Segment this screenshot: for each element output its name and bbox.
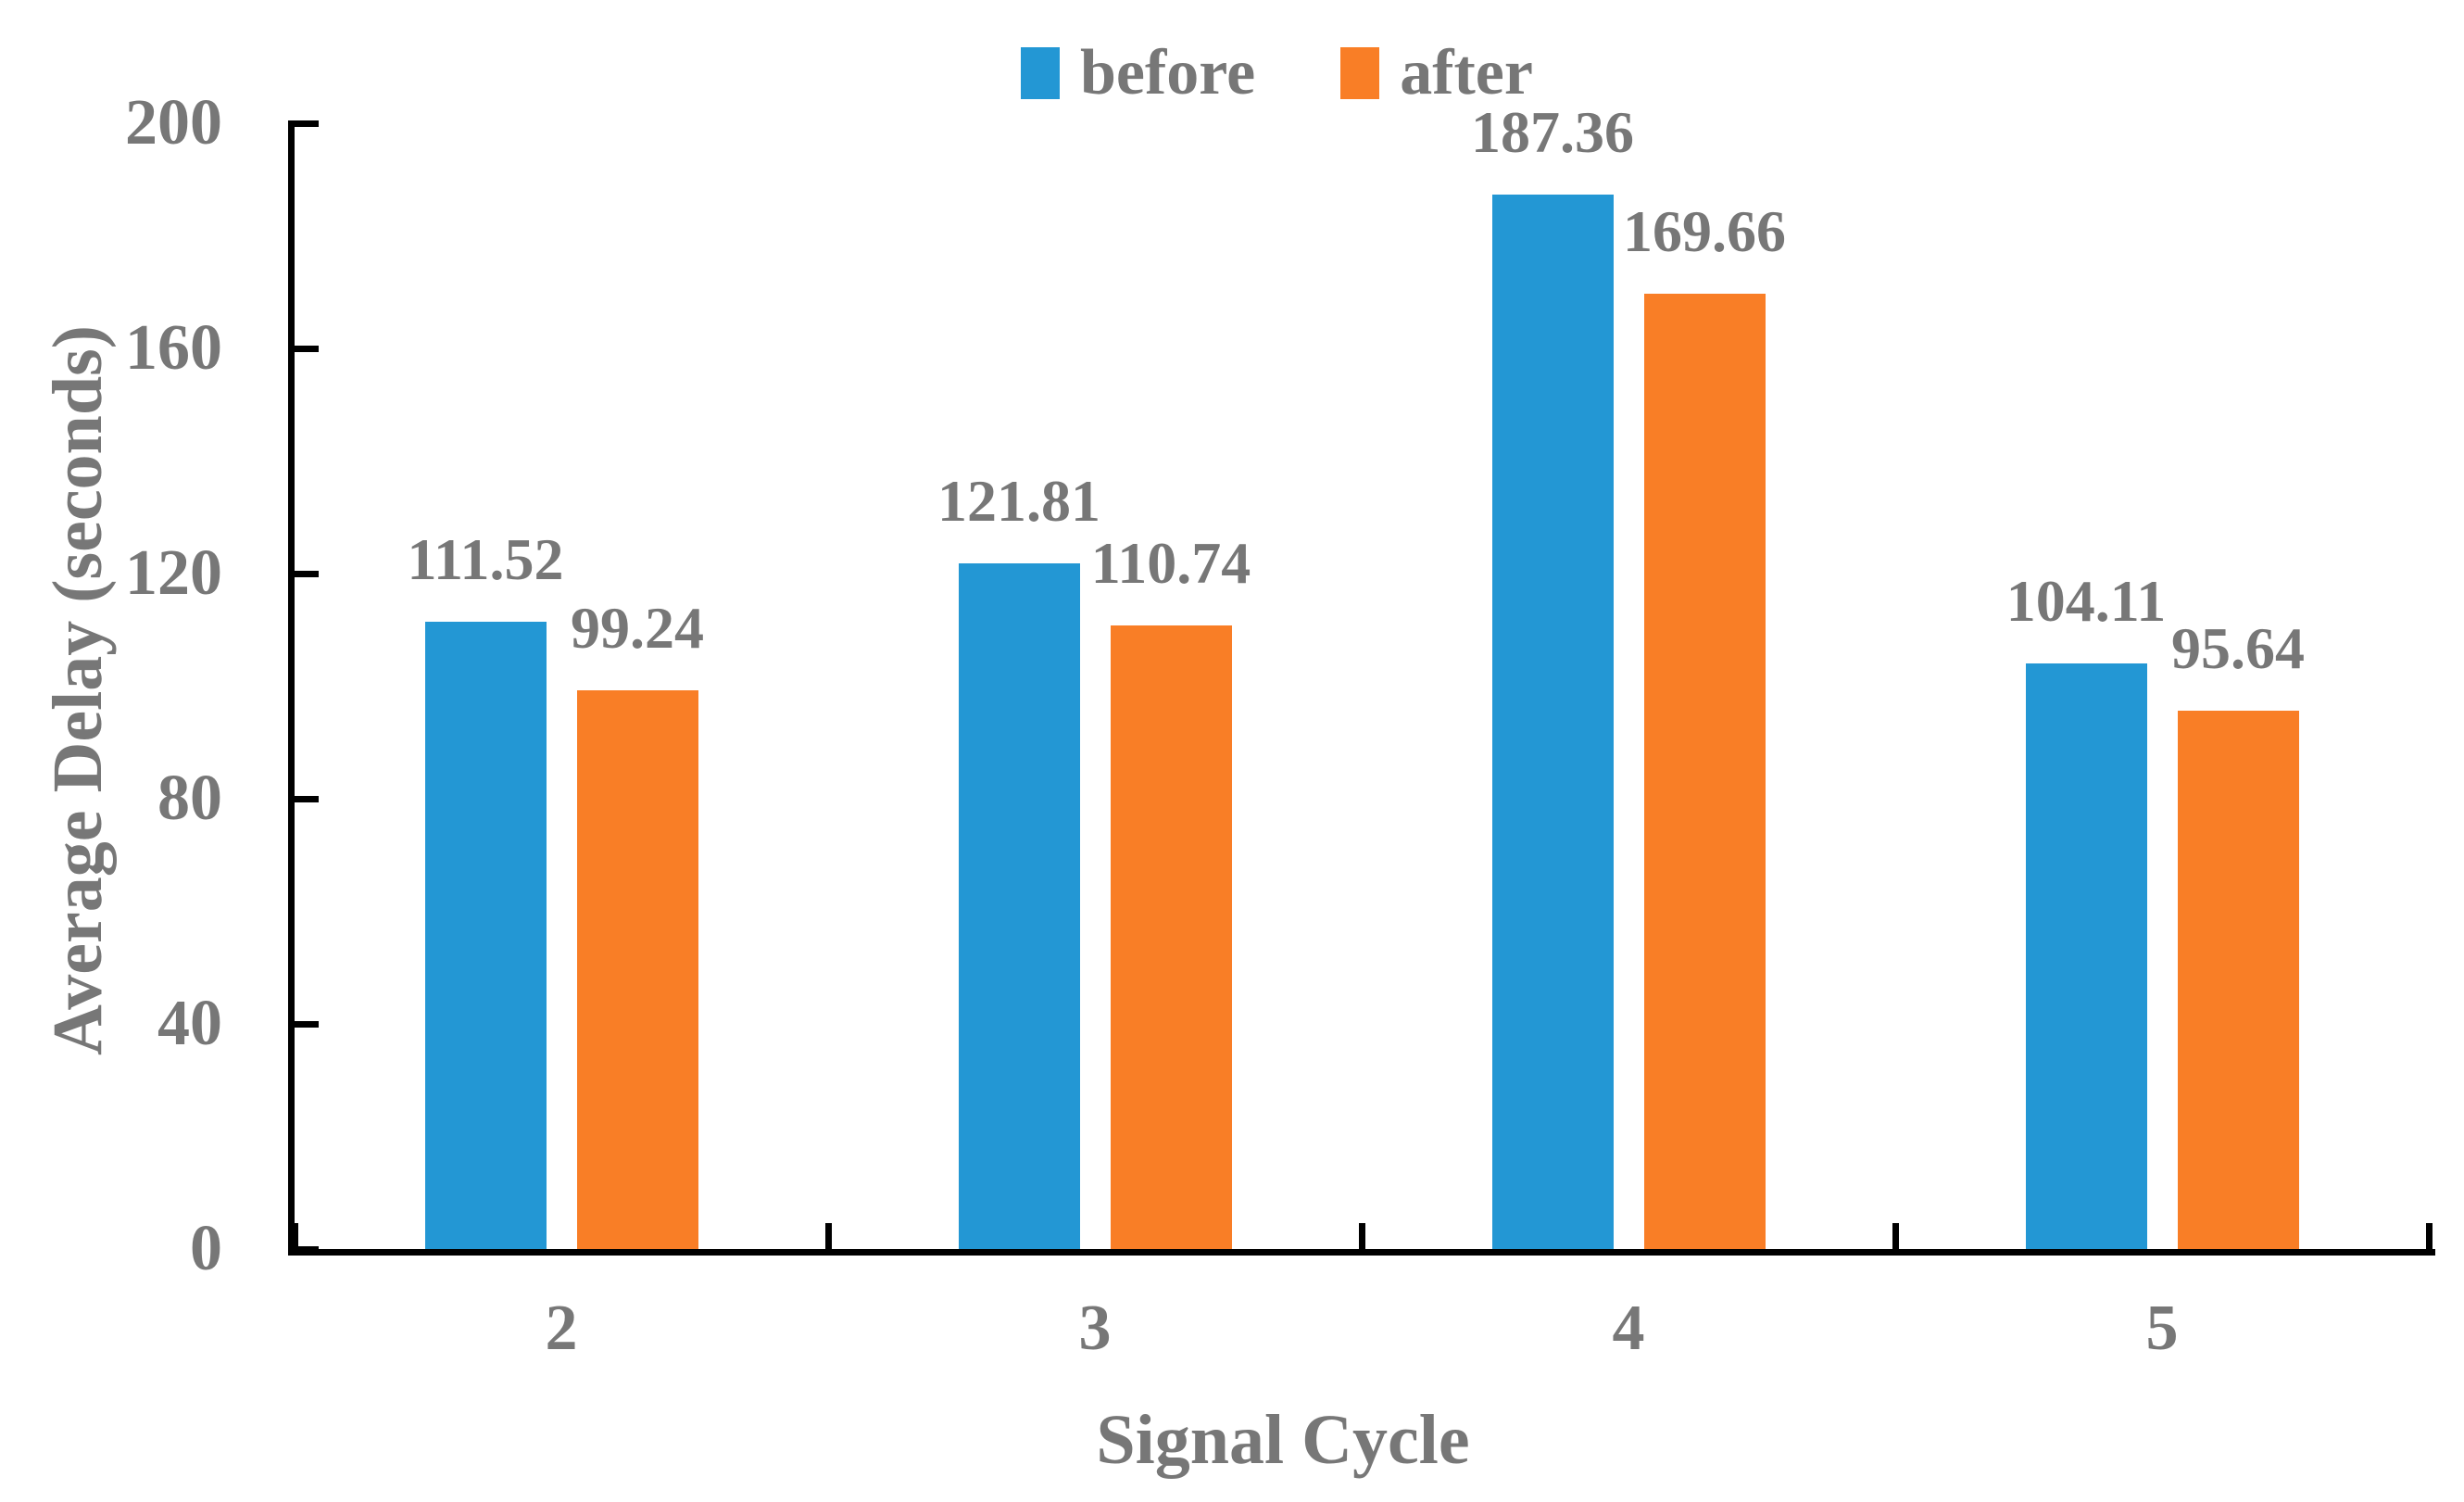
y-tick-mark [295, 120, 319, 127]
x-tick-mark [292, 1223, 298, 1249]
bar-before-3 [958, 563, 1080, 1249]
bar-after-4 [1643, 294, 1766, 1249]
y-tick-label: 160 [125, 312, 222, 384]
legend-swatch-before-icon [1021, 47, 1060, 99]
y-tick-mark [295, 571, 319, 577]
y-tick-label: 0 [190, 1213, 222, 1284]
x-category-label: 3 [1078, 1293, 1112, 1364]
x-tick-mark [2426, 1223, 2433, 1249]
legend-swatch-after-icon [1340, 47, 1380, 99]
bar-value-label-before-3: 121.81 [937, 468, 1100, 534]
legend-item-after: after [1340, 41, 1533, 106]
x-axis-line [288, 1249, 2435, 1256]
y-tick-label: 40 [157, 988, 222, 1059]
x-tick-mark [1359, 1223, 1365, 1249]
bar-value-label-after-3: 110.74 [1090, 530, 1251, 597]
bar-after-3 [1110, 625, 1232, 1249]
x-category-label: 2 [545, 1293, 578, 1364]
y-tick-label: 120 [125, 537, 222, 609]
bar-before-2 [424, 621, 547, 1249]
bar-value-label-after-2: 99.24 [571, 595, 704, 662]
x-category-label: 4 [1612, 1293, 1645, 1364]
y-tick-mark [295, 346, 319, 352]
legend-label-before: before [1080, 37, 1256, 108]
bar-value-label-before-2: 111.52 [407, 525, 564, 592]
y-tick-mark [295, 796, 319, 802]
x-category-label: 5 [2145, 1293, 2179, 1364]
x-tick-mark [825, 1223, 832, 1249]
x-axis-title: Signal Cycle [1096, 1401, 1470, 1479]
bar-value-label-before-5: 104.11 [2005, 567, 2167, 634]
y-axis-title: Average Delay (seconds) [39, 325, 117, 1055]
y-tick-mark [295, 1246, 319, 1253]
legend-item-before: before [1021, 41, 1255, 106]
bar-value-label-after-5: 95.64 [2171, 614, 2305, 681]
y-tick-label: 200 [125, 87, 222, 158]
y-tick-label: 80 [157, 763, 222, 834]
legend: before after [1021, 41, 1533, 106]
bar-value-label-after-4: 169.66 [1623, 198, 1786, 265]
x-tick-mark [1892, 1223, 1899, 1249]
y-tick-mark [295, 1021, 319, 1028]
y-axis-line [288, 120, 295, 1256]
bar-before-4 [1491, 194, 1614, 1249]
bar-before-5 [2025, 663, 2147, 1249]
bar-after-2 [576, 690, 698, 1249]
bar-after-5 [2177, 710, 2299, 1249]
bar-value-label-before-4: 187.36 [1471, 98, 1634, 165]
legend-label-after: after [1400, 37, 1533, 108]
